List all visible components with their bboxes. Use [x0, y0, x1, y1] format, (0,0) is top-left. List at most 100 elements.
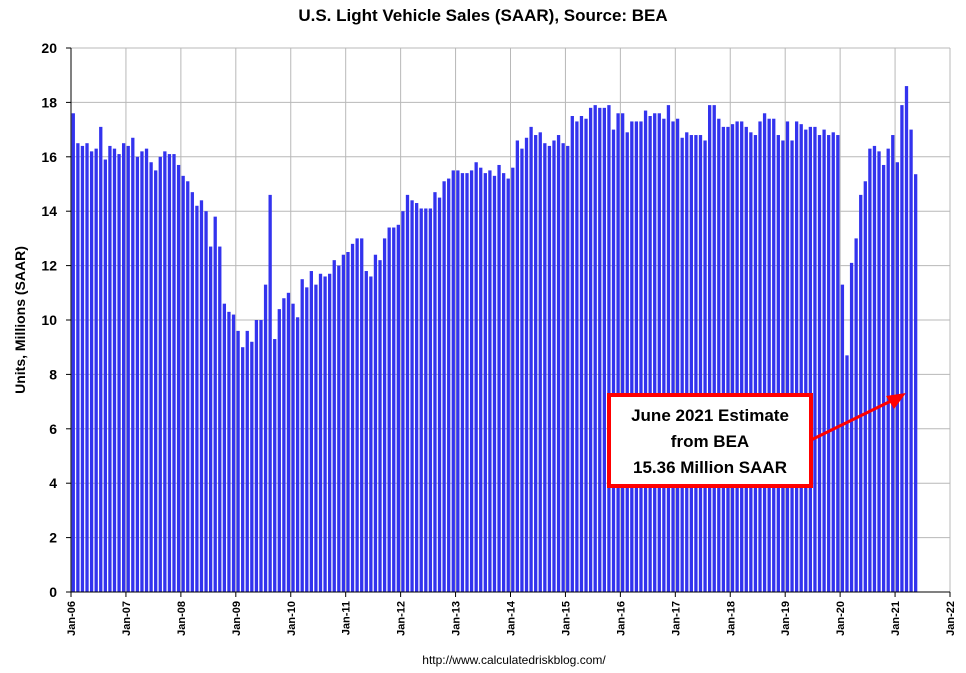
bar: [382, 238, 387, 592]
bar: [140, 151, 144, 593]
bar: [208, 246, 213, 592]
bar: [579, 116, 584, 592]
bar: [598, 107, 602, 592]
bar: [176, 164, 181, 592]
y-tick-label: 6: [49, 421, 57, 437]
bar: [492, 175, 497, 592]
bar: [666, 105, 671, 593]
bar: [534, 135, 538, 593]
bar: [323, 276, 327, 592]
bar: [511, 167, 515, 592]
annotation-line-3: 15.36 Million SAAR: [633, 458, 787, 477]
bar: [543, 143, 547, 592]
bar: [740, 121, 744, 592]
bar: [501, 173, 506, 592]
bar: [602, 107, 606, 592]
bar: [337, 265, 341, 592]
bar: [396, 224, 400, 593]
bar: [369, 276, 373, 592]
bar: [854, 238, 858, 592]
bar: [286, 292, 291, 592]
bar: [227, 311, 231, 592]
bar: [685, 132, 689, 592]
bar: [378, 260, 382, 592]
bar: [282, 298, 286, 592]
bar: [186, 181, 190, 592]
x-tick-label: Jan-16: [615, 601, 627, 636]
bar: [556, 135, 561, 593]
y-tick-label: 8: [49, 366, 57, 382]
bar: [447, 178, 451, 592]
bar: [840, 284, 845, 592]
bar: [914, 174, 918, 592]
x-tick-label: Jan-21: [890, 601, 902, 636]
bar: [131, 137, 135, 592]
bar: [199, 200, 204, 592]
x-tick-label: Jan-17: [670, 601, 682, 636]
bar: [204, 211, 208, 592]
bar: [680, 137, 684, 592]
bar: [904, 86, 909, 592]
bar: [611, 129, 616, 592]
bar: [268, 194, 272, 592]
annotation-box: [607, 393, 813, 488]
bar: [744, 126, 748, 592]
bar: [772, 118, 776, 592]
bar: [341, 254, 346, 592]
annotation-arrow-shaft: [810, 398, 894, 442]
x-tick-labels: Jan-06 Jan-07 Jan-08 Jan-09 Jan-10 Jan-11 Jan-…: [66, 600, 957, 636]
bar: [588, 107, 593, 592]
bar: [213, 216, 217, 592]
bar: [483, 173, 487, 592]
bar: [346, 252, 350, 592]
bar: [231, 314, 236, 592]
bar: [758, 121, 762, 592]
bar: [625, 132, 629, 592]
bar: [488, 170, 492, 592]
x-tick-label: Jan-11: [341, 601, 353, 635]
bar: [845, 355, 849, 592]
x-tick-label: Jan-18: [725, 601, 737, 636]
bar: [122, 143, 126, 592]
bar: [172, 154, 176, 592]
bar: [126, 145, 130, 593]
bar: [694, 135, 698, 593]
bar: [730, 124, 735, 592]
bar: [415, 203, 419, 593]
y-tick-label: 16: [41, 149, 57, 165]
bar: [515, 140, 520, 593]
bar: [305, 287, 309, 592]
bar: [89, 151, 94, 593]
bar: [657, 113, 661, 592]
bar: [675, 118, 680, 592]
annotation-arrow-head: [886, 393, 906, 409]
bar: [273, 339, 277, 592]
bar: [749, 132, 753, 592]
bar: [630, 121, 634, 592]
bar: [794, 121, 799, 592]
bar: [547, 145, 552, 593]
bar: [76, 143, 80, 592]
x-tick-label: Jan-20: [835, 601, 847, 636]
bar: [648, 116, 652, 592]
bar: [872, 145, 877, 593]
bar: [717, 118, 721, 592]
bar: [474, 162, 478, 593]
bar: [909, 129, 913, 592]
bar: [593, 105, 597, 593]
bar: [831, 132, 835, 592]
bar: [524, 137, 529, 592]
bar: [245, 330, 249, 592]
bar: [799, 124, 803, 592]
x-tick-label: Jan-12: [396, 601, 408, 636]
bar: [350, 243, 355, 592]
bar: [401, 211, 405, 592]
bar: [621, 113, 625, 592]
bar: [355, 238, 359, 592]
y-axis-label: Units, Millions (SAAR): [12, 246, 28, 394]
x-tick-label: Jan-19: [780, 601, 792, 636]
bar: [94, 148, 98, 592]
bar: [263, 284, 268, 592]
bar: [643, 110, 648, 592]
